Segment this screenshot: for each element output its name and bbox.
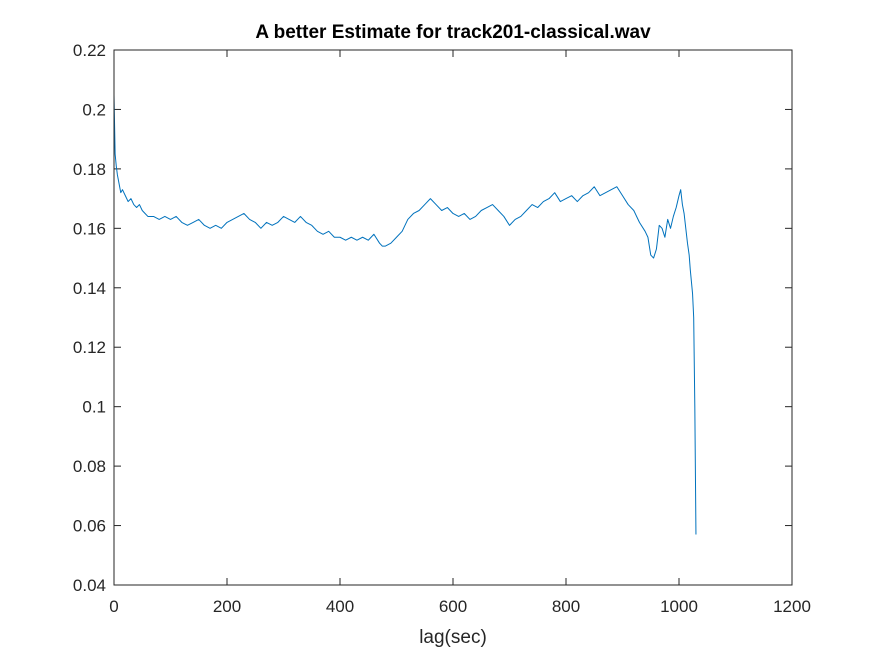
x-tick-label: 1200 — [773, 597, 811, 616]
y-tick-label: 0.04 — [73, 576, 106, 595]
plot-area — [114, 50, 792, 585]
x-tick-label: 400 — [326, 597, 354, 616]
x-axis-label: lag(sec) — [419, 627, 487, 648]
chart-title: A better Estimate for track201-classical… — [255, 22, 651, 43]
y-tick-label: 0.14 — [73, 279, 106, 298]
y-axis: 0.04 0.06 0.08 0.1 0.12 0.14 0.16 0.18 0.2 0.22 — [73, 41, 792, 595]
y-tick-label: 0.18 — [73, 160, 106, 179]
y-tick-label: 0.16 — [73, 219, 106, 238]
y-tick-label: 0.06 — [73, 517, 106, 536]
series-line — [113, 94, 697, 535]
y-tick-label: 0.12 — [73, 338, 106, 357]
y-tick-label: 0.1 — [82, 398, 106, 417]
x-tick-label: 0 — [109, 597, 118, 616]
axes-box — [113, 49, 793, 586]
x-tick-label: 600 — [439, 597, 467, 616]
x-axis: 0 200 400 600 800 1000 1200 — [109, 50, 811, 616]
y-tick-label: 0.08 — [73, 457, 106, 476]
y-tick-label: 0.22 — [73, 41, 106, 60]
x-tick-label: 800 — [552, 597, 580, 616]
x-tick-label: 1000 — [660, 597, 698, 616]
x-tick-label: 200 — [213, 597, 241, 616]
y-tick-label: 0.2 — [82, 100, 106, 119]
